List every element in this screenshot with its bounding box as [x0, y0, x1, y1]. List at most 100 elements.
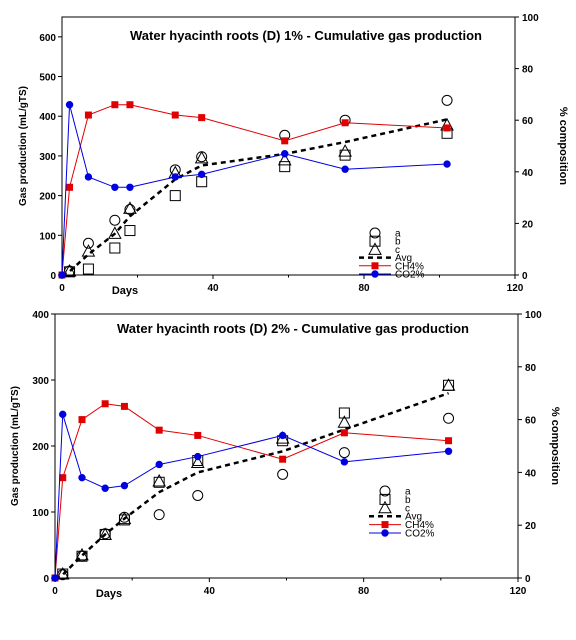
- data-point-c: [55, 566, 70, 580]
- x-tick-label: 0: [52, 586, 58, 597]
- data-point-c: [194, 150, 209, 164]
- data-point-co2: [84, 173, 93, 181]
- data-point-a: [109, 214, 121, 226]
- legend-marker-a: [379, 485, 391, 497]
- data-point-c: [190, 455, 205, 468]
- y-tick-label: 400: [39, 112, 56, 123]
- y-tick-label: 400: [32, 310, 49, 321]
- x-tick-label: 120: [510, 586, 527, 597]
- y2-tick-label: 0: [525, 574, 531, 585]
- y-tick-label: 0: [43, 574, 49, 585]
- data-point-co2: [194, 452, 202, 461]
- data-point-co2: [278, 431, 287, 440]
- data-point-a: [82, 237, 94, 249]
- legend-marker-b: [379, 493, 391, 505]
- data-point-co2: [126, 183, 134, 191]
- series-line-avg: [54, 392, 449, 580]
- data-point-c: [108, 226, 122, 239]
- legend-marker-a: [369, 227, 381, 239]
- data-point-ch4: [111, 101, 119, 109]
- y-tick-label: 300: [39, 152, 56, 163]
- data-point-b: [118, 514, 130, 526]
- data-point-ch4: [341, 119, 349, 127]
- data-point-co2: [444, 447, 453, 455]
- data-point-c: [98, 527, 113, 540]
- data-point-ch4: [340, 429, 348, 437]
- y2-tick-label: 60: [522, 116, 534, 127]
- y2-tick-label: 100: [522, 13, 539, 24]
- series-line-co2: [54, 414, 449, 579]
- data-point-ch4: [445, 437, 453, 445]
- data-point-ch4: [101, 400, 109, 408]
- legend-marker-c: [378, 500, 392, 514]
- data-point-a: [338, 447, 350, 459]
- data-point-b: [338, 407, 350, 419]
- legend-label-avg: Avg: [395, 253, 412, 264]
- y-tick-label: 600: [39, 33, 56, 44]
- data-point-ch4: [120, 402, 128, 410]
- legend-label-b: b: [405, 495, 411, 506]
- x-tick-label: 80: [358, 283, 370, 294]
- series-line-avg: [61, 118, 448, 277]
- legend-label-b: b: [395, 237, 401, 248]
- chart-panel-1-percent: Water hyacinth roots (D) 1% - Cumulative…: [18, 13, 569, 297]
- data-point-c: [337, 415, 352, 428]
- y-axis-label: Gas production (mL/gTS): [18, 86, 29, 206]
- y2-tick-label: 100: [525, 310, 542, 321]
- y2-tick-label: 40: [522, 168, 534, 179]
- series-line-ch4: [54, 403, 449, 579]
- data-point-co2: [341, 165, 349, 173]
- data-point-co2: [443, 160, 451, 168]
- y2-tick-label: 40: [525, 468, 537, 479]
- data-point-a: [124, 204, 136, 216]
- data-point-b: [82, 263, 94, 275]
- y2-tick-label: 20: [525, 521, 537, 532]
- y2-tick-label: 80: [525, 363, 537, 374]
- data-point-b: [124, 225, 136, 237]
- data-point-ch4: [279, 455, 287, 463]
- y2-tick-label: 80: [522, 65, 534, 76]
- legend-marker-co2: [371, 270, 379, 278]
- x-axis-label: Days: [96, 588, 122, 600]
- data-point-c: [117, 511, 132, 525]
- x-tick-label: 80: [358, 586, 370, 597]
- data-point-ch4: [171, 111, 179, 119]
- data-point-c: [62, 263, 77, 277]
- legend-label-avg: Avg: [405, 512, 422, 523]
- x-axis-label: Days: [112, 285, 138, 297]
- data-point-c: [338, 144, 352, 157]
- data-point-b: [109, 242, 121, 254]
- legend-label-a: a: [395, 229, 401, 240]
- chart-panel-2-percent: Water hyacinth roots (D) 2% - Cumulative…: [10, 310, 561, 600]
- data-point-b: [153, 476, 165, 488]
- y2-axis-label: % composition: [557, 107, 569, 186]
- data-point-a: [443, 412, 455, 424]
- data-point-ch4: [281, 137, 289, 145]
- chart-title: Water hyacinth roots (D) 1% - Cumulative…: [130, 28, 482, 43]
- data-point-ch4: [194, 431, 202, 439]
- x-tick-label: 40: [207, 283, 219, 294]
- data-point-co2: [101, 484, 109, 492]
- legend-label-c: c: [405, 503, 410, 514]
- legend-marker-ch4: [381, 521, 389, 529]
- data-point-c: [441, 378, 456, 391]
- data-point-a: [153, 509, 165, 521]
- series-line-ch4: [61, 104, 448, 276]
- data-point-a: [441, 94, 453, 106]
- data-point-c: [123, 201, 137, 214]
- series-line-co2: [61, 104, 448, 276]
- data-point-co2: [340, 458, 349, 466]
- data-point-c: [277, 152, 292, 166]
- data-point-ch4: [84, 111, 92, 119]
- data-point-a: [196, 151, 208, 163]
- data-point-co2: [65, 101, 74, 109]
- x-tick-label: 120: [507, 283, 524, 294]
- x-tick-label: 40: [204, 586, 216, 597]
- data-point-b: [76, 550, 88, 562]
- data-point-co2: [120, 481, 129, 490]
- data-point-a: [192, 490, 204, 501]
- legend-label-co2: CO2%: [395, 270, 425, 281]
- legend-label-ch4: CH4%: [405, 520, 434, 531]
- y-tick-label: 100: [39, 231, 56, 242]
